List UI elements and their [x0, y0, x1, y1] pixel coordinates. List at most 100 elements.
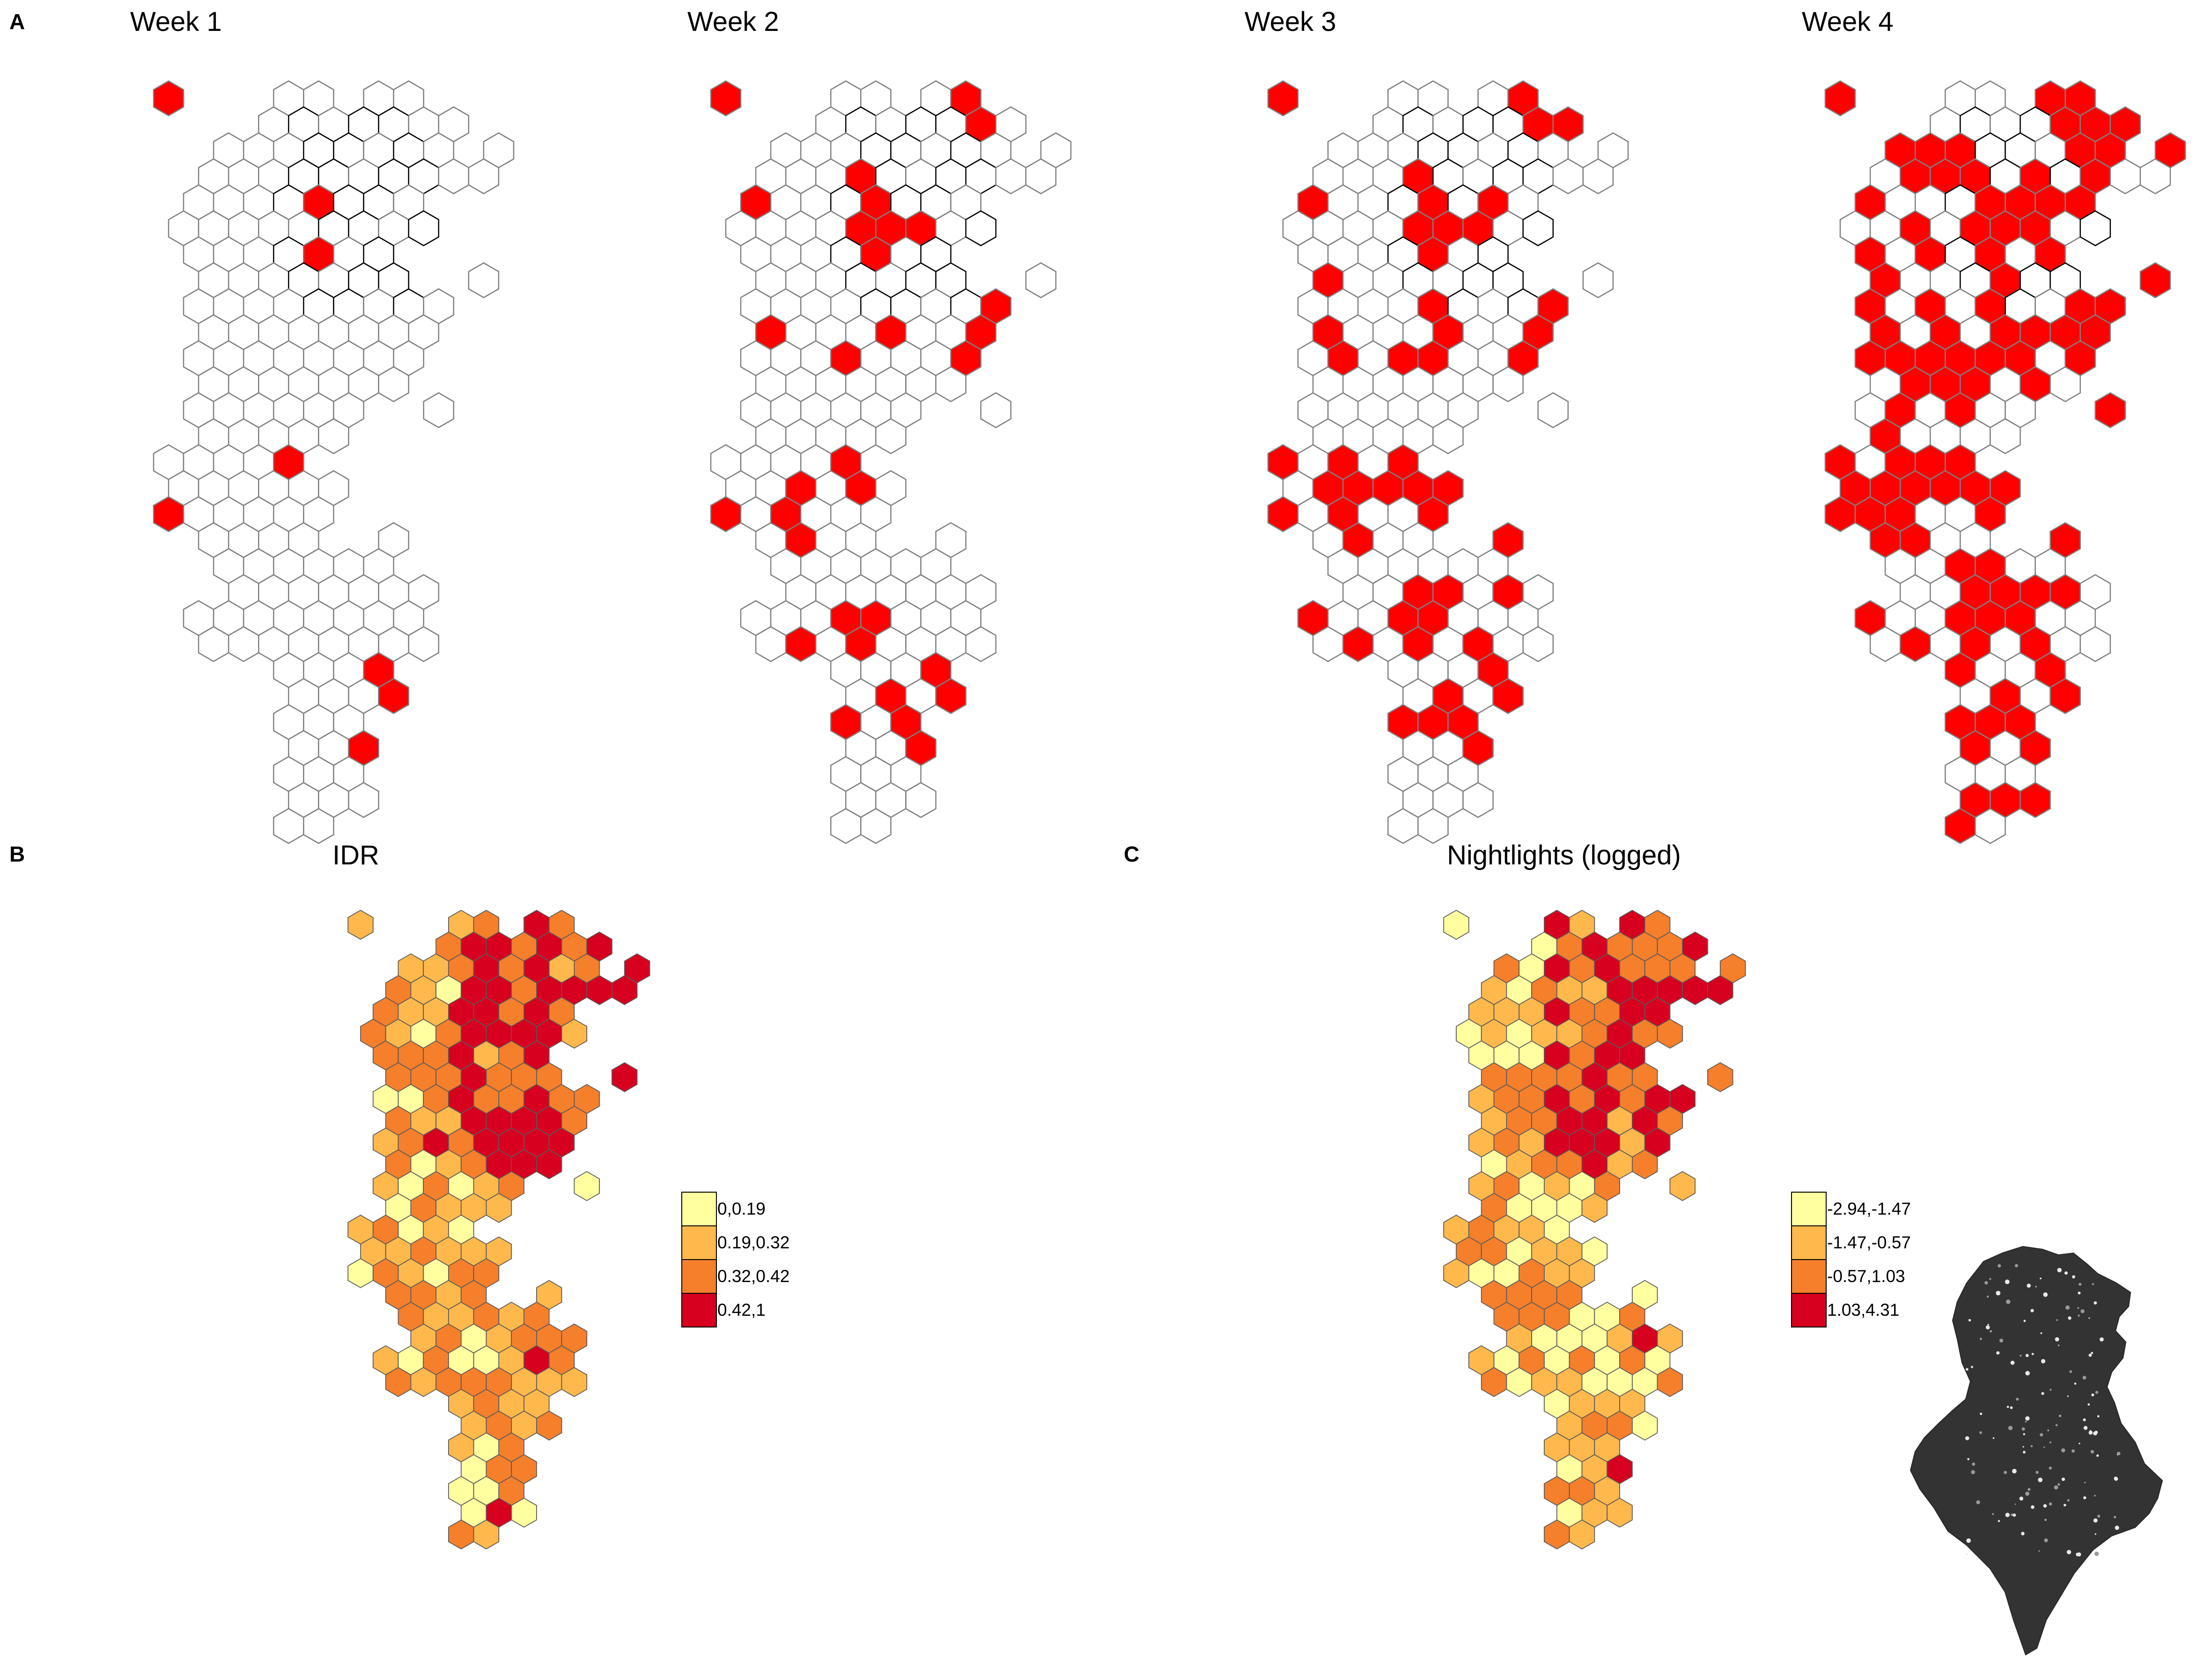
- hex-cell: [1669, 1171, 1696, 1202]
- city-light: [2083, 1496, 2087, 1499]
- idr-legend-label-4: 0.42,1: [717, 1300, 766, 1320]
- idr-legend-swatch-3: [681, 1259, 717, 1294]
- city-light: [2091, 1393, 2094, 1397]
- city-light: [2008, 1426, 2013, 1430]
- hex-cell: [1975, 808, 2006, 844]
- city-light: [2056, 1319, 2058, 1321]
- city-light: [2040, 1277, 2042, 1280]
- city-light: [2084, 1482, 2086, 1483]
- hex-cell: [1492, 366, 1524, 402]
- city-light: [2083, 1426, 2088, 1430]
- city-light: [2061, 1448, 2065, 1453]
- city-light: [2095, 1391, 2099, 1394]
- city-light: [2049, 1502, 2052, 1506]
- city-light: [2025, 1416, 2030, 1421]
- hex-cell: [1707, 975, 1733, 1005]
- city-light: [1996, 1290, 2001, 1296]
- city-light: [2097, 1514, 2101, 1518]
- city-light: [2038, 1477, 2043, 1482]
- city-light: [2035, 1285, 2037, 1288]
- city-light: [2025, 1371, 2030, 1376]
- city-light: [2057, 1483, 2060, 1486]
- city-light: [1968, 1319, 1971, 1322]
- city-light: [1986, 1295, 1989, 1298]
- hex-cell: [905, 782, 936, 818]
- hex-cell: [1824, 80, 1856, 117]
- city-light: [2078, 1291, 2081, 1295]
- idr-legend-swatch-2: [681, 1225, 717, 1260]
- nightlights-satellite-inset: [1910, 1246, 2163, 1656]
- hex-cell: [2139, 262, 2171, 298]
- hex-cell: [2079, 626, 2111, 662]
- city-light: [2078, 1314, 2080, 1317]
- hex-cell: [347, 909, 374, 940]
- hex-cell: [2050, 366, 2081, 402]
- hex-cell: [1657, 1018, 1683, 1049]
- city-light: [2082, 1376, 2087, 1380]
- hex-cell: [1025, 262, 1057, 298]
- hex-cell: [378, 678, 409, 714]
- hex-cell: [965, 626, 997, 662]
- hex-cell: [1025, 158, 1057, 194]
- hex-cell: [2094, 392, 2126, 428]
- city-light: [2067, 1395, 2069, 1397]
- city-light: [2021, 1427, 2025, 1431]
- city-light: [2040, 1332, 2042, 1335]
- hex-cell: [860, 808, 892, 844]
- city-light: [2025, 1354, 2029, 1357]
- city-light: [2058, 1415, 2062, 1417]
- city-light: [2035, 1471, 2039, 1474]
- city-light: [2094, 1533, 2096, 1535]
- nightlights-legend-swatch-4: [1791, 1293, 1827, 1327]
- city-light: [2064, 1504, 2066, 1507]
- city-light: [2044, 1538, 2048, 1542]
- city-light: [2014, 1503, 2016, 1505]
- tunisia-nightlights-image: [1910, 1246, 2163, 1656]
- week-2-hex-map: [710, 80, 1072, 844]
- city-light: [1987, 1324, 1989, 1326]
- city-light: [2023, 1451, 2026, 1454]
- hex-cell: [473, 1519, 500, 1550]
- hex-cell: [1417, 808, 1449, 844]
- city-light: [2094, 1301, 2097, 1305]
- week-1-title: Week 1: [130, 7, 222, 37]
- city-light: [2025, 1491, 2029, 1496]
- city-light: [2030, 1309, 2034, 1312]
- hex-cell: [561, 1367, 588, 1397]
- city-light: [2116, 1452, 2121, 1455]
- idr-legend-label-3: 0.32,0.42: [717, 1267, 789, 1286]
- city-light: [1980, 1412, 1983, 1415]
- idr-legend-swatch-4: [681, 1293, 717, 1327]
- nightlights-legend-swatch-3: [1791, 1259, 1827, 1294]
- hex-cell: [561, 1018, 588, 1049]
- city-light: [2031, 1353, 2034, 1356]
- hex-cell: [710, 80, 742, 117]
- hex-cell: [153, 80, 184, 117]
- hex-cell: [1582, 262, 1614, 298]
- city-light: [2114, 1476, 2118, 1481]
- city-light: [2083, 1418, 2086, 1422]
- city-light: [2021, 1532, 2025, 1535]
- city-light: [2090, 1450, 2094, 1454]
- city-light: [2087, 1403, 2090, 1406]
- hex-cell: [1632, 1149, 1658, 1180]
- nightlights-title: Nightlights (logged): [1447, 840, 1681, 870]
- hex-cell: [1657, 1367, 1683, 1397]
- city-light: [2023, 1320, 2026, 1322]
- idr-hex-map: [347, 909, 650, 1550]
- city-light: [2097, 1415, 2100, 1418]
- hex-cell: [1607, 1497, 1633, 1528]
- city-light: [2066, 1550, 2072, 1555]
- city-light: [2088, 1430, 2093, 1435]
- nightlights-legend-label-3: -0.57,1.03: [1827, 1267, 1905, 1286]
- city-light: [2031, 1505, 2035, 1509]
- city-light: [1992, 1513, 1994, 1515]
- city-light: [2079, 1283, 2082, 1286]
- city-light: [2030, 1445, 2033, 1447]
- city-light: [1979, 1431, 1982, 1434]
- city-light: [2022, 1446, 2024, 1448]
- city-light: [1975, 1266, 1978, 1268]
- city-light: [2005, 1279, 2010, 1284]
- city-light: [2038, 1550, 2040, 1552]
- hex-cell: [1537, 392, 1569, 428]
